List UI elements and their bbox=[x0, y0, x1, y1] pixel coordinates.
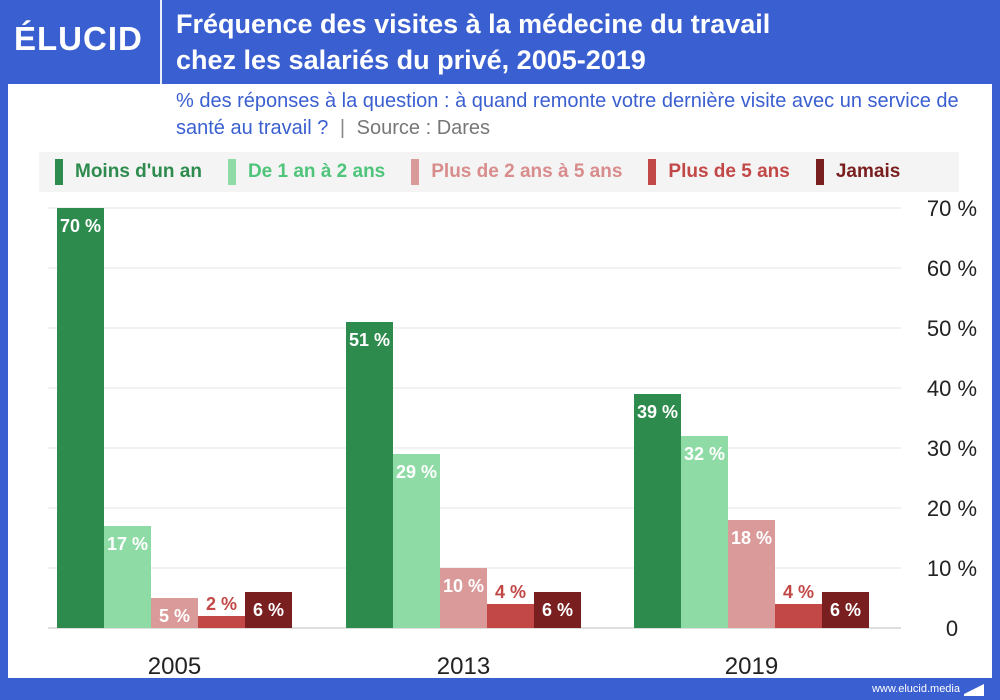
y-tick-label-1: 10 % bbox=[927, 556, 977, 581]
bar-2013-2 bbox=[440, 568, 487, 628]
chart-title-line-2: chez les salariés du privé, 2005-2019 bbox=[176, 45, 646, 75]
legend-swatch-4 bbox=[815, 159, 824, 185]
subtitle-source: Source : Dares bbox=[356, 117, 491, 139]
subtitle-question: % des réponses à la question : à quand r… bbox=[176, 90, 959, 139]
subtitle-separator: | bbox=[339, 117, 346, 139]
bar-2019-0 bbox=[634, 394, 681, 628]
y-tick-label-6: 60 % bbox=[927, 256, 977, 281]
data-label-2019-4: 6 % bbox=[830, 600, 861, 620]
chart-title: Fréquence des visites à la médecine du t… bbox=[176, 6, 976, 78]
data-label-2013-4: 6 % bbox=[542, 600, 573, 620]
legend-swatch-1 bbox=[227, 159, 236, 185]
footer: www.elucid.media bbox=[0, 678, 1000, 700]
legend-item-0: Moins d'un an bbox=[55, 159, 202, 185]
y-tick-label-0: 0 bbox=[946, 616, 958, 641]
bar-2005-1 bbox=[104, 526, 151, 628]
header-divider bbox=[160, 0, 162, 84]
bar-2013-0 bbox=[346, 322, 393, 628]
legend-item-4: Jamais bbox=[815, 159, 901, 185]
y-tick-label-7: 70 % bbox=[927, 196, 977, 221]
bar-2019-1 bbox=[681, 436, 728, 628]
bar-2005-4 bbox=[245, 592, 292, 628]
chart-subtitle: % des réponses à la question : à quand r… bbox=[176, 88, 986, 142]
bar-2019-2 bbox=[728, 520, 775, 628]
bar-2013-4 bbox=[534, 592, 581, 628]
data-label-2013-3: 4 % bbox=[495, 582, 526, 602]
header: ÉLUCID Fréquence des visites à la médeci… bbox=[0, 0, 1000, 84]
data-label-2019-0: 39 % bbox=[637, 402, 678, 422]
bar-2013-1 bbox=[393, 454, 440, 628]
bar-2013-3 bbox=[487, 604, 534, 628]
y-tick-label-5: 50 % bbox=[927, 316, 977, 341]
x-tick-label-2013: 2013 bbox=[437, 653, 490, 678]
x-tick-label-2019: 2019 bbox=[725, 653, 778, 678]
legend-item-3: Plus de 5 ans bbox=[648, 159, 790, 185]
brand-mark-icon bbox=[964, 684, 984, 696]
data-label-2005-0: 70 % bbox=[60, 216, 101, 236]
data-label-2019-3: 4 % bbox=[783, 582, 814, 602]
y-tick-label-3: 30 % bbox=[927, 436, 977, 461]
data-label-2013-2: 10 % bbox=[443, 576, 484, 596]
chart-title-line-1: Fréquence des visites à la médecine du t… bbox=[176, 9, 771, 39]
bar-2005-3 bbox=[198, 616, 245, 628]
chart-legend: Moins d'un an De 1 an à 2 ans Plus de 2 … bbox=[39, 152, 959, 192]
data-label-2005-3: 2 % bbox=[206, 594, 237, 614]
bar-2005-0 bbox=[57, 208, 104, 628]
data-label-2005-2: 5 % bbox=[159, 606, 190, 626]
data-label-2019-1: 32 % bbox=[684, 444, 725, 464]
y-tick-label-4: 40 % bbox=[927, 376, 977, 401]
legend-label-2: Plus de 2 ans à 5 ans bbox=[431, 161, 623, 182]
legend-label-0: Moins d'un an bbox=[75, 161, 202, 182]
legend-label-3: Plus de 5 ans bbox=[668, 161, 790, 182]
bar-2005-2 bbox=[151, 598, 198, 628]
legend-label-4: Jamais bbox=[835, 161, 901, 182]
legend-swatch-3 bbox=[648, 159, 657, 185]
bar-2019-4 bbox=[822, 592, 869, 628]
bar-2019-3 bbox=[775, 604, 822, 628]
brand-logo: ÉLUCID bbox=[14, 20, 143, 57]
data-label-2013-1: 29 % bbox=[396, 462, 437, 482]
legend-label-1: De 1 an à 2 ans bbox=[247, 161, 386, 182]
legend-item-1: De 1 an à 2 ans bbox=[227, 159, 386, 185]
data-label-2013-0: 51 % bbox=[349, 330, 390, 350]
data-label-2005-1: 17 % bbox=[107, 534, 148, 554]
x-tick-label-2005: 2005 bbox=[148, 653, 201, 678]
y-tick-label-2: 20 % bbox=[927, 496, 977, 521]
chart-panel: % des réponses à la question : à quand r… bbox=[8, 84, 992, 678]
footer-url: www.elucid.media bbox=[871, 683, 960, 695]
data-label-2019-2: 18 % bbox=[731, 528, 772, 548]
legend-swatch-0 bbox=[55, 159, 63, 185]
legend-item-2: Plus de 2 ans à 5 ans bbox=[411, 159, 622, 185]
data-label-2005-4: 6 % bbox=[253, 600, 284, 620]
bar-chart: 0 10 % 20 % 30 % 40 % 50 % 60 % 70 % 70 % 17 % 5 %… bbox=[48, 196, 977, 678]
legend-swatch-2 bbox=[411, 159, 420, 185]
